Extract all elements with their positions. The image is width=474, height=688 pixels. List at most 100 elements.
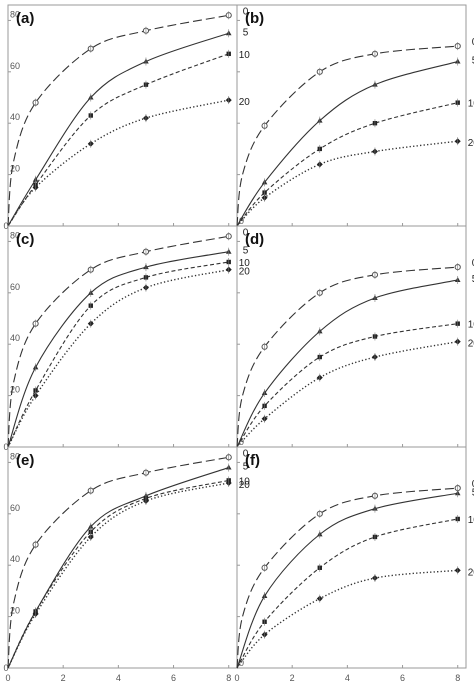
series-line (7, 14, 229, 227)
series-line (236, 492, 458, 669)
origin-label: 0 (239, 437, 244, 447)
origin-label: 0 (3, 663, 8, 673)
series-5: 5 (7, 27, 249, 227)
series-20: 20 (236, 337, 474, 448)
x-tick-label: 4 (116, 673, 121, 683)
series-10: 10 (7, 49, 251, 227)
series-label: 0 (472, 37, 474, 48)
origin-label: 0 (3, 442, 8, 452)
series-line (236, 266, 458, 448)
origin-label: 0 (3, 221, 8, 231)
y-tick-label: 40 (10, 112, 20, 122)
x-tick-label: 8 (455, 673, 460, 683)
y-tick-label: 80 (10, 230, 20, 240)
series-line (7, 235, 229, 448)
series-0: 0 (236, 479, 474, 669)
y-tick-label: 40 (10, 554, 20, 564)
series-10: 10 (7, 257, 251, 448)
series-line (236, 61, 458, 227)
x-tick-label: 4 (345, 673, 350, 683)
panel-label: (c) (16, 231, 34, 248)
series-0: 0 (236, 37, 474, 227)
series-line (7, 479, 229, 669)
panel-a: 20 40 60 80 0 (a) 0 5 10 20 (3, 4, 251, 231)
series-5: 5 (236, 56, 474, 227)
y-tick-label: 60 (10, 282, 20, 292)
x-tick-label: 0 (5, 673, 10, 683)
series-label: 0 (243, 227, 249, 238)
y-tick-label: 60 (10, 503, 20, 513)
series-20: 20 (236, 137, 474, 227)
series-line (236, 45, 458, 227)
series-0: 0 (7, 448, 249, 669)
series-10: 10 (236, 319, 474, 448)
series-label: 0 (472, 258, 474, 269)
series-label: 20 (239, 267, 251, 278)
series-line (236, 102, 458, 227)
series-line (236, 323, 458, 448)
series-20: 20 (236, 566, 474, 669)
series-label: 10 (239, 476, 251, 487)
y-tick-label: 80 (10, 9, 20, 19)
series-0: 0 (236, 258, 474, 448)
series-10: 10 (7, 476, 251, 669)
x-tick-label: 6 (171, 673, 176, 683)
series-5: 5 (7, 462, 249, 669)
panel-label: (b) (245, 10, 264, 27)
x-tick-label: 2 (290, 673, 295, 683)
series-line (7, 32, 229, 227)
series-label: 10 (468, 99, 474, 110)
panel-frame (7, 225, 238, 448)
series-line (236, 569, 458, 669)
series-label: 10 (468, 515, 474, 526)
panel-frame (7, 4, 238, 227)
series-label: 5 (472, 56, 474, 67)
series-line (7, 482, 229, 669)
y-tick-label: 40 (10, 333, 20, 343)
panel-label: (d) (245, 231, 264, 248)
origin-label: 0 (239, 216, 244, 226)
series-5: 5 (236, 487, 474, 669)
panel-frame (236, 446, 467, 669)
series-line (7, 99, 229, 227)
series-label: 0 (243, 6, 249, 17)
panel-frame (236, 225, 467, 448)
series-label: 20 (468, 567, 474, 578)
series-20: 20 (7, 96, 251, 227)
series-label: 5 (243, 27, 249, 38)
series-label: 10 (239, 50, 251, 61)
series-20: 20 (7, 265, 251, 448)
x-tick-label: 0 (234, 673, 239, 683)
x-tick-label: 6 (400, 673, 405, 683)
series-line (7, 456, 229, 669)
series-0: 0 (7, 6, 249, 227)
series-label: 20 (468, 339, 474, 350)
series-5: 5 (7, 246, 249, 448)
panel-label: (a) (16, 10, 34, 27)
series-label: 20 (239, 97, 251, 108)
series-label: 10 (239, 258, 251, 269)
series-20: 20 (7, 478, 251, 669)
series-line (236, 279, 458, 448)
series-label: 0 (472, 479, 474, 490)
panel-frame (236, 4, 467, 227)
series-line (7, 467, 229, 669)
panel-frame (7, 446, 238, 669)
x-tick-label: 8 (226, 673, 231, 683)
y-tick-label: 80 (10, 451, 20, 461)
series-10: 10 (236, 98, 474, 227)
series-line (7, 261, 229, 448)
series-line (236, 487, 458, 669)
series-label: 5 (472, 487, 474, 498)
series-label: 20 (468, 138, 474, 149)
series-line (236, 140, 458, 227)
series-label: 20 (239, 480, 251, 491)
series-label: 0 (243, 448, 249, 459)
series-label: 5 (472, 274, 474, 285)
series-10: 10 (236, 514, 474, 669)
